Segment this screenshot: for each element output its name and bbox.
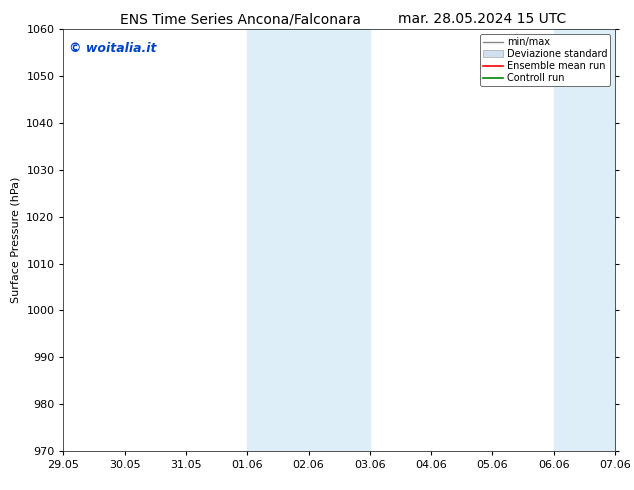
Legend: min/max, Deviazione standard, Ensemble mean run, Controll run: min/max, Deviazione standard, Ensemble m… (481, 34, 610, 86)
Bar (553, 29, 615, 451)
Text: ENS Time Series Ancona/Falconara: ENS Time Series Ancona/Falconara (120, 12, 361, 26)
Text: © woitalia.it: © woitalia.it (69, 42, 157, 55)
Text: mar. 28.05.2024 15 UTC: mar. 28.05.2024 15 UTC (398, 12, 566, 26)
Bar (247, 29, 370, 451)
Y-axis label: Surface Pressure (hPa): Surface Pressure (hPa) (11, 177, 21, 303)
